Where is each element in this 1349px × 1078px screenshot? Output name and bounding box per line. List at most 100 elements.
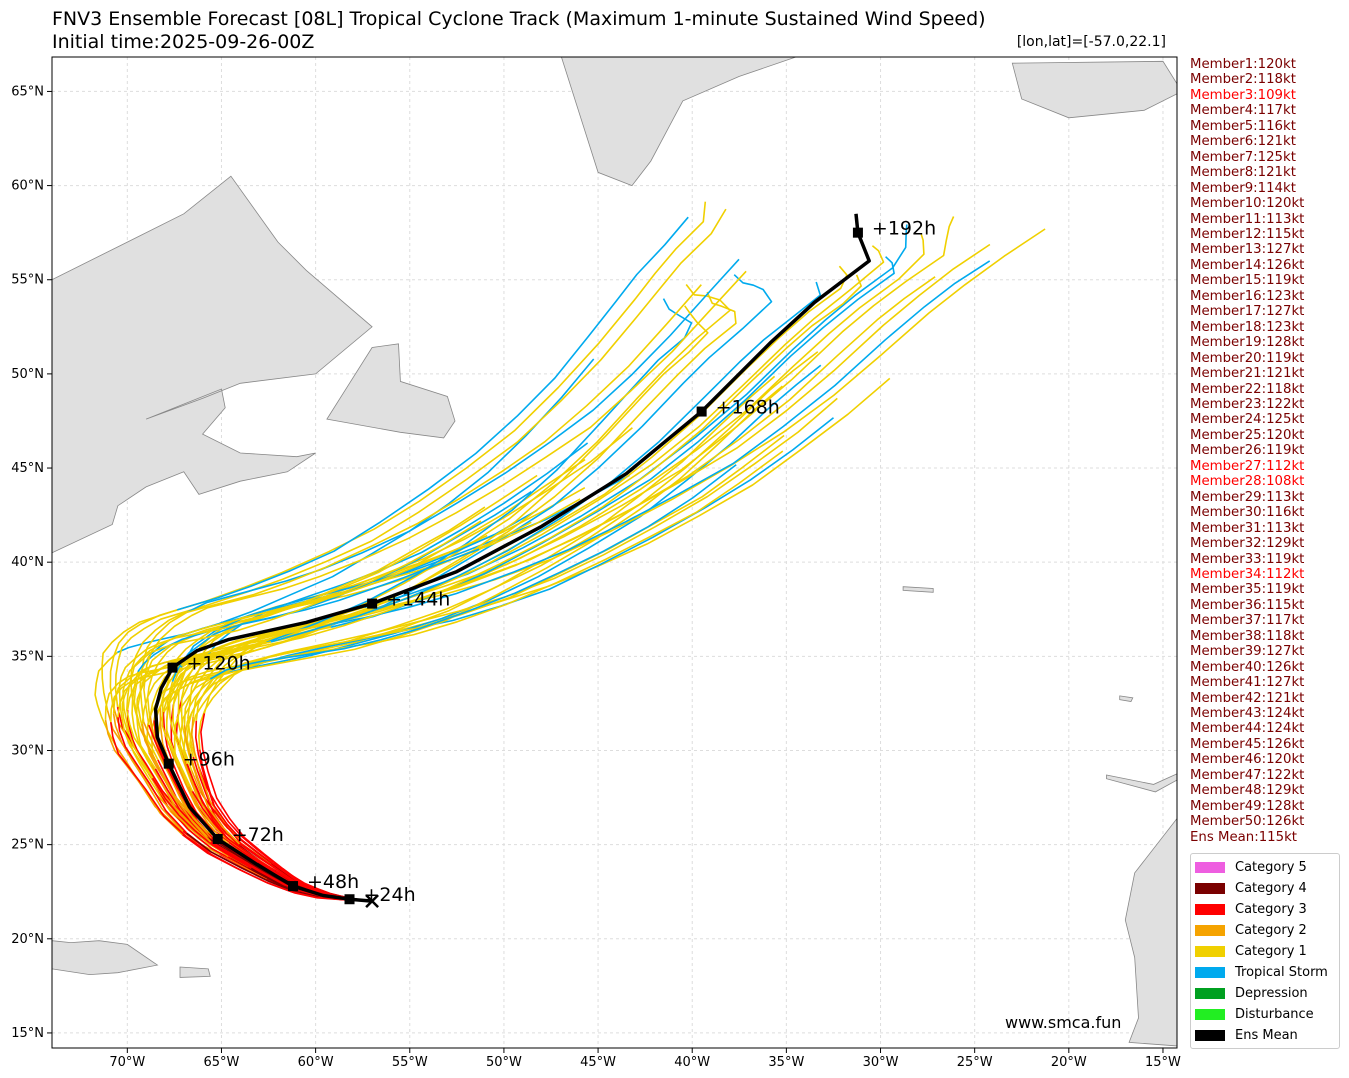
member-track-segment [226, 434, 785, 673]
lon-tick-label: 25°W [957, 1055, 993, 1070]
canary-islands [1106, 773, 1177, 793]
member-intensity-item: Member32:129kt [1190, 536, 1305, 552]
member-track-segment [283, 276, 936, 634]
member-intensity-item: Member15:119kt [1190, 273, 1305, 289]
member-intensity-item: Member38:118kt [1190, 628, 1305, 644]
lat-tick-label: 40°N [11, 555, 44, 570]
legend-swatch [1195, 861, 1225, 873]
watermark: www.smca.fun [1005, 1013, 1122, 1032]
member-track-segment [165, 681, 194, 792]
member-intensity-item: Member49:128kt [1190, 798, 1305, 814]
legend-label: Category 4 [1235, 880, 1307, 896]
lon-tick-label: 15°W [1145, 1055, 1181, 1070]
member-track-segment [208, 385, 783, 680]
member-track-segment [203, 614, 350, 714]
lon-tick-label: 35°W [768, 1055, 804, 1070]
member-intensity-item: Member1:120kt [1190, 57, 1296, 72]
azores-island [902, 586, 934, 593]
member-track-segment [139, 727, 230, 847]
legend-item: Tropical Storm [1195, 963, 1328, 981]
member-intensity-item: Member42:121kt [1190, 690, 1305, 706]
member-intensity-item: Member48:129kt [1190, 783, 1305, 799]
legend-label: Category 3 [1235, 901, 1307, 917]
legend-item: Disturbance [1195, 1005, 1314, 1023]
lat-tick-label: 60°N [11, 179, 44, 194]
lat-tick-label: 50°N [11, 367, 44, 382]
lat-tick-label: 15°N [11, 1026, 44, 1041]
member-track-segment [176, 216, 689, 611]
forecast-hour-marker [852, 227, 863, 238]
member-track-segment [195, 626, 316, 721]
member-track-segment [151, 677, 209, 756]
member-intensity-item: Member46:120kt [1190, 752, 1305, 768]
lat-tick-label: 65°N [11, 84, 44, 99]
member-track-segment [110, 721, 187, 838]
member-intensity-item: Member37:117kt [1190, 613, 1305, 629]
member-intensity-item: Member33:119kt [1190, 551, 1305, 567]
legend-item: Ens Mean [1195, 1026, 1298, 1044]
lat-tick-label: 20°N [11, 932, 44, 947]
member-intensity-item: Member43:124kt [1190, 706, 1305, 722]
member-intensity-item: Member10:120kt [1190, 196, 1305, 212]
member-track-segment [168, 284, 702, 622]
legend-label: Category 1 [1235, 943, 1307, 959]
member-track-segment [131, 671, 157, 770]
member-track-segment [191, 790, 276, 872]
legend-label: Disturbance [1235, 1006, 1314, 1022]
member-track-segment [197, 766, 274, 863]
africa-land [1124, 817, 1177, 1047]
member-track-segment [151, 777, 252, 869]
member-track-segment [183, 632, 285, 726]
coordinate-readout: [lon,lat]=[-57.0,22.1] [1016, 34, 1166, 50]
member-track-segment [192, 620, 319, 717]
member-intensity-item: Member30:116kt [1190, 505, 1305, 521]
member-intensity-item: Member22:118kt [1190, 381, 1305, 397]
member-intensity-item: Member47:122kt [1190, 767, 1305, 783]
forecast-hour-label: +48h [307, 871, 359, 893]
member-track-segment [148, 724, 233, 845]
member-track-segment [183, 724, 240, 845]
lon-tick-label: 20°W [1051, 1055, 1087, 1070]
member-intensity-item: Member21:121kt [1190, 366, 1305, 382]
member-intensity-item: Member14:126kt [1190, 257, 1305, 273]
member-intensity-item: Member16:123kt [1190, 288, 1305, 304]
member-intensity-item: Member13:127kt [1190, 242, 1305, 258]
member-track-segment [118, 676, 150, 775]
member-intensity-item: Member41:127kt [1190, 675, 1305, 691]
member-track-segment [266, 298, 693, 644]
member-intensity-item: Member24:125kt [1190, 412, 1305, 428]
ens-mean-line [153, 213, 871, 903]
member-track-segment [195, 720, 244, 843]
legend-item: Category 1 [1195, 942, 1307, 960]
member-intensity-item: Member45:126kt [1190, 736, 1305, 752]
member-track-segment [186, 258, 740, 614]
member-track-segment [187, 654, 209, 767]
puerto-rico-land [179, 966, 211, 978]
member-track [143, 270, 747, 902]
legend-item: Depression [1195, 984, 1308, 1002]
member-track-segment [209, 464, 737, 680]
member-intensity-list: Member1:120kt Member2:118kt Member3:109kt M… [1190, 57, 1304, 845]
member-intensity-item: Member27:112kt [1190, 458, 1305, 474]
forecast-hour-label: +144h [386, 589, 450, 611]
axis-ticks: 65°N 60°N 55°N 50°N 45°N 40°N 35°N 30°N 25°N 20°N… [11, 84, 1181, 1070]
lat-tick-label: 35°N [11, 649, 44, 664]
member-intensity-item: Member50:126kt [1190, 814, 1305, 830]
member-track-segment [189, 666, 248, 758]
member-track-segment [101, 609, 178, 711]
member-track-segment [117, 717, 188, 834]
forecast-hour-marker [696, 406, 707, 417]
forecast-hour-marker [212, 833, 223, 844]
member-track-segment [200, 713, 246, 839]
legend-swatch [1195, 924, 1225, 936]
legend-swatch [1195, 903, 1225, 915]
member-track-segment [168, 534, 488, 677]
forecast-hour-label: +168h [716, 397, 780, 419]
member-intensity-item: Member6:121kt [1190, 134, 1296, 150]
member-track-segment [157, 759, 251, 863]
madeira-island [1119, 695, 1134, 702]
member-intensity-item: Member17:127kt [1190, 304, 1305, 320]
forecast-hour-marker [288, 881, 299, 892]
member-track-segment [205, 208, 727, 607]
